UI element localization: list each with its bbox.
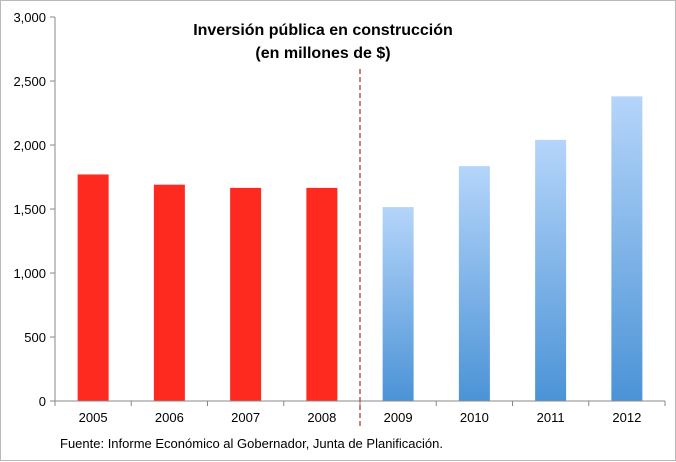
bar-2010 [458, 166, 490, 401]
x-tick-label-2006: 2006 [155, 410, 184, 425]
y-tick-label: 0 [39, 394, 46, 409]
bar-2009 [382, 207, 414, 401]
x-tick-label-2010: 2010 [460, 410, 489, 425]
x-tick-label-2005: 2005 [79, 410, 108, 425]
y-tick-label: 2,500 [13, 74, 46, 89]
x-tick-label-2012: 2012 [612, 410, 641, 425]
x-tick-label-2011: 2011 [537, 410, 565, 425]
source-note: Fuente: Informe Económico al Gobernador,… [60, 436, 443, 451]
bar-2007 [230, 187, 262, 401]
bar-2012 [611, 96, 643, 402]
bar-2008 [306, 187, 338, 401]
bar-2011 [535, 139, 567, 401]
x-tick-label-2008: 2008 [307, 410, 336, 425]
bar-2005 [77, 174, 109, 401]
y-tick-label: 1,000 [13, 266, 46, 281]
x-tick-label-2007: 2007 [231, 410, 260, 425]
y-tick-label: 2,000 [13, 138, 46, 153]
y-tick-label: 1,500 [13, 202, 46, 217]
chart-title-line-2: (en millones de $) [255, 45, 390, 62]
chart-title-line-1: Inversión pública en construcción [193, 22, 453, 39]
y-tick-label: 3,000 [13, 10, 46, 25]
x-tick-label-2009: 2009 [384, 410, 413, 425]
x-axis: 2005 2006 2007 2008 2009 2010 2011 2012 [54, 69, 666, 429]
y-tick-label: 500 [24, 330, 46, 345]
bars [77, 96, 643, 402]
y-axis: 0 500 1,000 1,500 2,000 2,500 3,000 [13, 10, 56, 409]
bar-2006 [153, 184, 185, 401]
